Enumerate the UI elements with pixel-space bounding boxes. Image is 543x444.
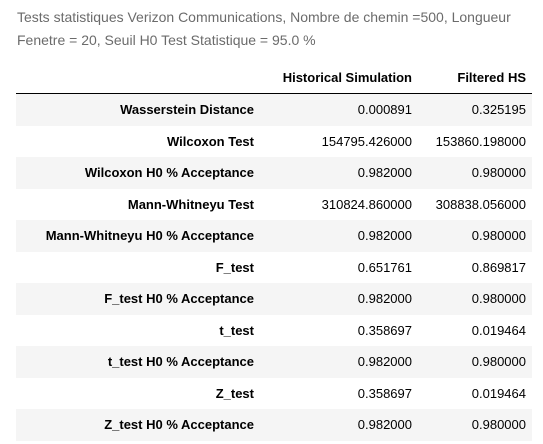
cell-filtered-hs: 0.019464 bbox=[471, 385, 526, 401]
cell-historical-simulation: 154795.426000 bbox=[321, 133, 412, 149]
table-row: Wasserstein Distance 0.000891 0.325195 bbox=[16, 93, 532, 126]
column-header-historical-simulation: Historical Simulation bbox=[260, 62, 418, 94]
row-label: Z_test bbox=[215, 385, 254, 401]
row-label: F_test bbox=[215, 259, 254, 275]
cell-historical-simulation: 0.982000 bbox=[357, 354, 412, 370]
table-row: Wilcoxon Test 154795.426000 153860.19800… bbox=[16, 125, 532, 157]
row-label: Mann-Whitneyu H0 % Acceptance bbox=[45, 228, 254, 244]
cell-filtered-hs: 0.869817 bbox=[471, 259, 526, 275]
row-label: t_test bbox=[219, 322, 254, 338]
cell-historical-simulation: 0.982000 bbox=[357, 291, 412, 307]
row-label: t_test H0 % Acceptance bbox=[107, 354, 254, 370]
statistics-table: Historical Simulation Filtered HS Wasser… bbox=[16, 62, 532, 441]
cell-historical-simulation: 0.358697 bbox=[357, 322, 412, 338]
cell-historical-simulation: 0.982000 bbox=[357, 417, 412, 433]
cell-filtered-hs: 0.325195 bbox=[471, 102, 526, 118]
table-row: F_test H0 % Acceptance 0.982000 0.980000 bbox=[16, 283, 532, 315]
column-header-filtered-hs: Filtered HS bbox=[418, 62, 532, 94]
table-row: F_test 0.651761 0.869817 bbox=[16, 251, 532, 283]
cell-historical-simulation: 0.982000 bbox=[357, 228, 412, 244]
row-label: Wilcoxon Test bbox=[166, 133, 254, 149]
cell-historical-simulation: 310824.860000 bbox=[321, 196, 412, 212]
cell-historical-simulation: 0.000891 bbox=[357, 102, 412, 118]
cell-historical-simulation: 0.651761 bbox=[357, 259, 412, 275]
table-row: t_test 0.358697 0.019464 bbox=[16, 314, 532, 346]
cell-filtered-hs: 0.019464 bbox=[471, 322, 526, 338]
cell-filtered-hs: 0.980000 bbox=[471, 291, 526, 307]
cell-filtered-hs: 0.980000 bbox=[471, 354, 526, 370]
table-row: Z_test H0 % Acceptance 0.982000 0.980000 bbox=[16, 409, 532, 441]
cell-filtered-hs: 0.980000 bbox=[471, 165, 526, 181]
column-header-index bbox=[16, 62, 260, 94]
table-header-row: Historical Simulation Filtered HS bbox=[16, 62, 532, 94]
cell-filtered-hs: 153860.198000 bbox=[435, 133, 526, 149]
row-label: Wasserstein Distance bbox=[120, 102, 254, 118]
cell-historical-simulation: 0.358697 bbox=[357, 385, 412, 401]
row-label: Mann-Whitneyu Test bbox=[127, 196, 254, 212]
table-caption: Tests statistiques Verizon Communication… bbox=[17, 9, 511, 48]
row-label: Wilcoxon H0 % Acceptance bbox=[84, 165, 254, 181]
cell-filtered-hs: 0.980000 bbox=[471, 417, 526, 433]
cell-historical-simulation: 0.982000 bbox=[357, 165, 412, 181]
cell-filtered-hs: 0.980000 bbox=[471, 228, 526, 244]
table-row: Wilcoxon H0 % Acceptance 0.982000 0.9800… bbox=[16, 157, 532, 189]
table-row: Z_test 0.358697 0.019464 bbox=[16, 377, 532, 409]
row-label: Z_test H0 % Acceptance bbox=[104, 417, 254, 433]
row-label: F_test H0 % Acceptance bbox=[104, 291, 254, 307]
cell-filtered-hs: 308838.056000 bbox=[435, 196, 526, 212]
table-row: t_test H0 % Acceptance 0.982000 0.980000 bbox=[16, 346, 532, 378]
table-row: Mann-Whitneyu H0 % Acceptance 0.982000 0… bbox=[16, 220, 532, 252]
table-row: Mann-Whitneyu Test 310824.860000 308838.… bbox=[16, 188, 532, 220]
